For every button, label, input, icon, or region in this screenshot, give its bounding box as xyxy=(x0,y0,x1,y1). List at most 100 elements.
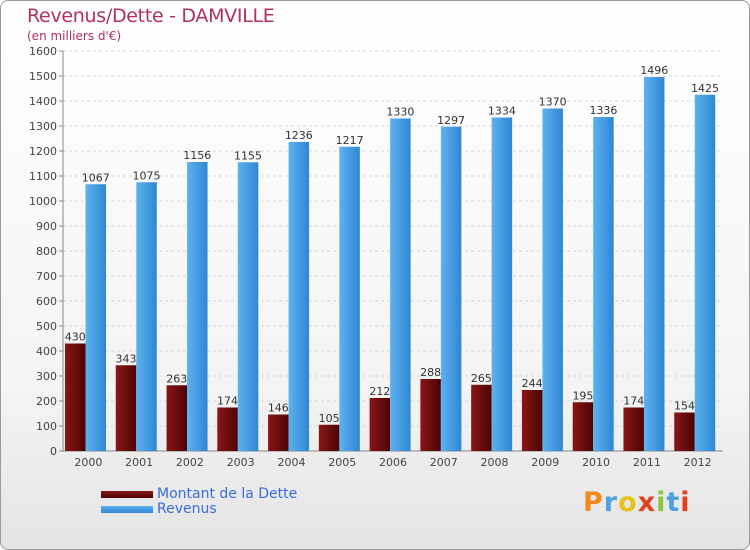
x-tick-label: 2010 xyxy=(582,456,610,469)
y-tick-label: 600 xyxy=(36,295,57,308)
data-label-dette: 263 xyxy=(166,372,187,385)
data-label-revenus: 1156 xyxy=(183,149,211,162)
bar-revenus xyxy=(643,77,665,451)
bar-revenus xyxy=(390,118,411,451)
label-layer: 430 1067 343 1075 263 1156 174 1155 146 1236 105 12… xyxy=(65,64,719,425)
bar-dette xyxy=(420,379,441,451)
y-tick-label: 900 xyxy=(36,220,57,233)
y-tick-label: 100 xyxy=(36,420,57,433)
bar-dette xyxy=(318,424,340,451)
y-tick-label: 1000 xyxy=(29,195,57,208)
x-tick-label: 2009 xyxy=(531,456,559,469)
bar-dette xyxy=(65,343,86,451)
bar-dette xyxy=(115,365,137,451)
data-label-dette: 174 xyxy=(623,395,644,408)
data-label-revenus: 1067 xyxy=(82,171,110,184)
bar-dette xyxy=(572,402,594,451)
y-tick-label: 0 xyxy=(50,445,57,458)
y-tick-label: 1200 xyxy=(29,145,57,158)
data-label-dette: 174 xyxy=(217,395,238,408)
data-label-revenus: 1236 xyxy=(285,129,313,142)
logo-letter: P xyxy=(583,487,604,518)
data-label-dette: 265 xyxy=(471,372,492,385)
proxiti-logo: Proxiti xyxy=(583,487,691,518)
data-label-dette: 212 xyxy=(369,385,390,398)
x-tick-label: 2003 xyxy=(227,456,255,469)
data-label-revenus: 1297 xyxy=(437,114,465,127)
bar-dette xyxy=(521,390,543,451)
bar-revenus xyxy=(542,108,563,451)
logo-letter: i xyxy=(680,487,691,518)
y-tick-label: 200 xyxy=(36,395,57,408)
bar-revenus xyxy=(339,146,360,451)
data-label-revenus: 1370 xyxy=(539,96,567,109)
data-label-dette: 195 xyxy=(572,389,593,402)
data-label-revenus: 1425 xyxy=(691,82,719,95)
x-tick-label: 2000 xyxy=(74,456,102,469)
bar-dette xyxy=(471,384,492,451)
data-label-revenus: 1496 xyxy=(640,64,668,77)
bar-dette xyxy=(674,412,695,451)
bar-dette xyxy=(166,385,188,451)
y-tick-label: 1500 xyxy=(29,70,57,83)
legend-swatch-revenus xyxy=(101,506,153,513)
legend-item-revenus: Revenus xyxy=(101,502,297,517)
data-label-revenus: 1155 xyxy=(234,149,262,162)
y-tick-label: 400 xyxy=(36,345,57,358)
legend: Montant de la Dette Revenus xyxy=(101,487,297,517)
bar-revenus xyxy=(237,162,259,451)
data-label-dette: 244 xyxy=(522,377,543,390)
data-label-dette: 105 xyxy=(319,412,340,425)
bar-revenus xyxy=(491,117,513,451)
logo-letter: x xyxy=(637,487,657,518)
bar-revenus xyxy=(694,94,716,451)
x-tick-label: 2008 xyxy=(481,456,509,469)
legend-label-dette: Montant de la Dette xyxy=(157,486,298,502)
bar-revenus xyxy=(440,126,462,451)
x-tick-label: 2007 xyxy=(430,456,458,469)
chart-subtitle: (en milliers d'€) xyxy=(27,29,122,43)
data-label-revenus: 1330 xyxy=(386,106,414,119)
logo-letter: t xyxy=(666,487,681,518)
chart-title: Revenus/Dette - DAMVILLE xyxy=(27,5,275,27)
x-tick-label: 2005 xyxy=(328,456,356,469)
data-label-revenus: 1336 xyxy=(589,104,617,117)
y-tick-label: 1300 xyxy=(29,120,57,133)
y-tick-label: 1600 xyxy=(29,45,57,58)
data-label-revenus: 1075 xyxy=(133,169,161,182)
x-tick-label: 2004 xyxy=(277,456,305,469)
legend-label-revenus: Revenus xyxy=(157,501,217,517)
legend-item-dette: Montant de la Dette xyxy=(101,487,297,502)
x-tick-label: 2011 xyxy=(633,456,661,469)
bar-layer xyxy=(65,77,716,451)
data-label-dette: 288 xyxy=(420,366,441,379)
y-tick-label: 800 xyxy=(36,245,57,258)
x-tick-label: 2001 xyxy=(125,456,153,469)
logo-letter: r xyxy=(603,487,619,518)
axis-layer: 0 100 200 300 400 500 600 700 800 900 1000 1100 1200… xyxy=(29,45,723,469)
data-label-revenus: 1217 xyxy=(336,134,364,147)
y-tick-label: 300 xyxy=(36,370,57,383)
data-label-dette: 343 xyxy=(116,352,137,365)
logo-letter: i xyxy=(656,487,667,518)
logo-letter: o xyxy=(618,487,638,518)
x-tick-label: 2012 xyxy=(684,456,712,469)
bar-revenus xyxy=(593,117,614,451)
bar-revenus xyxy=(85,184,106,451)
y-tick-label: 500 xyxy=(36,320,57,333)
data-label-dette: 430 xyxy=(65,331,86,344)
bar-dette xyxy=(623,407,644,451)
x-tick-label: 2006 xyxy=(379,456,407,469)
bar-revenus xyxy=(288,142,310,451)
bar-revenus xyxy=(187,162,208,451)
data-label-dette: 154 xyxy=(674,400,695,413)
y-tick-label: 1100 xyxy=(29,170,57,183)
bar-dette xyxy=(217,407,238,451)
bar-dette xyxy=(268,414,289,451)
bar-dette xyxy=(369,398,391,451)
x-tick-label: 2002 xyxy=(176,456,204,469)
y-tick-label: 700 xyxy=(36,270,57,283)
legend-swatch-dette xyxy=(101,491,153,498)
